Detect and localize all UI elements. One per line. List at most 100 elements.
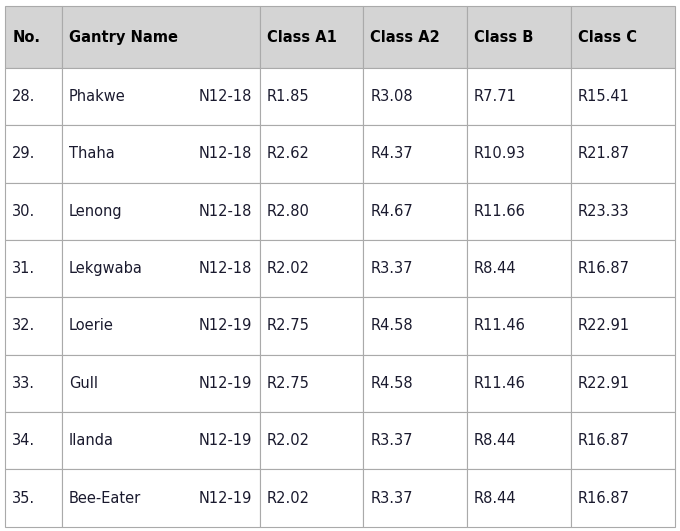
Text: R4.37: R4.37 (370, 147, 413, 161)
Bar (363, 412, 467, 469)
Text: R21.87: R21.87 (577, 147, 630, 161)
Bar (5, 125, 63, 183)
Text: Class C: Class C (577, 30, 636, 45)
Bar (63, 68, 260, 125)
Text: N12-19: N12-19 (198, 319, 252, 333)
Text: R3.37: R3.37 (370, 261, 413, 276)
Bar (63, 6, 260, 68)
Bar (260, 68, 363, 125)
Bar (571, 412, 675, 469)
Text: N12-18: N12-18 (198, 204, 252, 219)
Text: Ilanda: Ilanda (69, 433, 114, 448)
Text: R11.46: R11.46 (474, 376, 526, 391)
Bar (467, 6, 571, 68)
Text: R11.46: R11.46 (474, 319, 526, 333)
Text: Gantry Name: Gantry Name (69, 30, 178, 45)
Bar (467, 183, 571, 240)
Bar (63, 297, 260, 355)
Text: R1.85: R1.85 (267, 89, 309, 104)
Text: N12-19: N12-19 (198, 433, 252, 448)
Bar (571, 125, 675, 183)
Bar (5, 68, 63, 125)
Bar (571, 183, 675, 240)
Text: R2.62: R2.62 (267, 147, 309, 161)
Text: 29.: 29. (12, 147, 35, 161)
Text: R4.58: R4.58 (370, 319, 413, 333)
Bar (63, 240, 260, 297)
Text: Bee-Eater: Bee-Eater (69, 491, 141, 506)
Bar (260, 125, 363, 183)
Text: R2.80: R2.80 (267, 204, 309, 219)
Text: N12-19: N12-19 (198, 491, 252, 506)
Bar (571, 355, 675, 412)
Text: 35.: 35. (12, 491, 35, 506)
Text: R10.93: R10.93 (474, 147, 526, 161)
Text: R3.37: R3.37 (370, 491, 413, 506)
Text: R4.67: R4.67 (370, 204, 413, 219)
Bar (260, 297, 363, 355)
Bar (363, 355, 467, 412)
Text: R7.71: R7.71 (474, 89, 517, 104)
Bar (363, 125, 467, 183)
Bar (363, 297, 467, 355)
Bar (5, 6, 63, 68)
Bar (467, 240, 571, 297)
Bar (571, 6, 675, 68)
Bar (571, 297, 675, 355)
Bar (63, 469, 260, 527)
Text: R2.75: R2.75 (267, 319, 309, 333)
Text: 34.: 34. (12, 433, 35, 448)
Bar (467, 297, 571, 355)
Bar (467, 469, 571, 527)
Text: N12-18: N12-18 (198, 261, 252, 276)
Bar (260, 355, 363, 412)
Bar (363, 240, 467, 297)
Text: R22.91: R22.91 (577, 376, 630, 391)
Text: 31.: 31. (12, 261, 35, 276)
Text: R22.91: R22.91 (577, 319, 630, 333)
Text: Thaha: Thaha (69, 147, 115, 161)
Text: R8.44: R8.44 (474, 261, 517, 276)
Text: R16.87: R16.87 (577, 433, 630, 448)
Bar (5, 412, 63, 469)
Text: R2.02: R2.02 (267, 261, 309, 276)
Bar (260, 412, 363, 469)
Text: Class A2: Class A2 (370, 30, 440, 45)
Text: R2.75: R2.75 (267, 376, 309, 391)
Text: R15.41: R15.41 (577, 89, 630, 104)
Bar (63, 125, 260, 183)
Text: R11.66: R11.66 (474, 204, 526, 219)
Bar (363, 469, 467, 527)
Text: R8.44: R8.44 (474, 433, 517, 448)
Text: R3.08: R3.08 (370, 89, 413, 104)
Text: R16.87: R16.87 (577, 491, 630, 506)
Bar (467, 125, 571, 183)
Bar (571, 68, 675, 125)
Text: 30.: 30. (12, 204, 35, 219)
Bar (363, 183, 467, 240)
Text: R3.37: R3.37 (370, 433, 413, 448)
Text: Class A1: Class A1 (267, 30, 337, 45)
Text: Loerie: Loerie (69, 319, 114, 333)
Text: R2.02: R2.02 (267, 433, 309, 448)
Bar (63, 183, 260, 240)
Bar (467, 355, 571, 412)
Text: No.: No. (12, 30, 40, 45)
Text: R2.02: R2.02 (267, 491, 309, 506)
Bar (5, 469, 63, 527)
Bar (571, 469, 675, 527)
Bar (467, 68, 571, 125)
Text: 32.: 32. (12, 319, 35, 333)
Text: N12-18: N12-18 (198, 89, 252, 104)
Text: Gull: Gull (69, 376, 98, 391)
Bar (260, 183, 363, 240)
Bar (5, 355, 63, 412)
Bar (63, 412, 260, 469)
Text: N12-19: N12-19 (198, 376, 252, 391)
Bar (363, 6, 467, 68)
Text: Lekgwaba: Lekgwaba (69, 261, 143, 276)
Bar (467, 412, 571, 469)
Text: 33.: 33. (12, 376, 35, 391)
Text: R4.58: R4.58 (370, 376, 413, 391)
Text: Lenong: Lenong (69, 204, 123, 219)
